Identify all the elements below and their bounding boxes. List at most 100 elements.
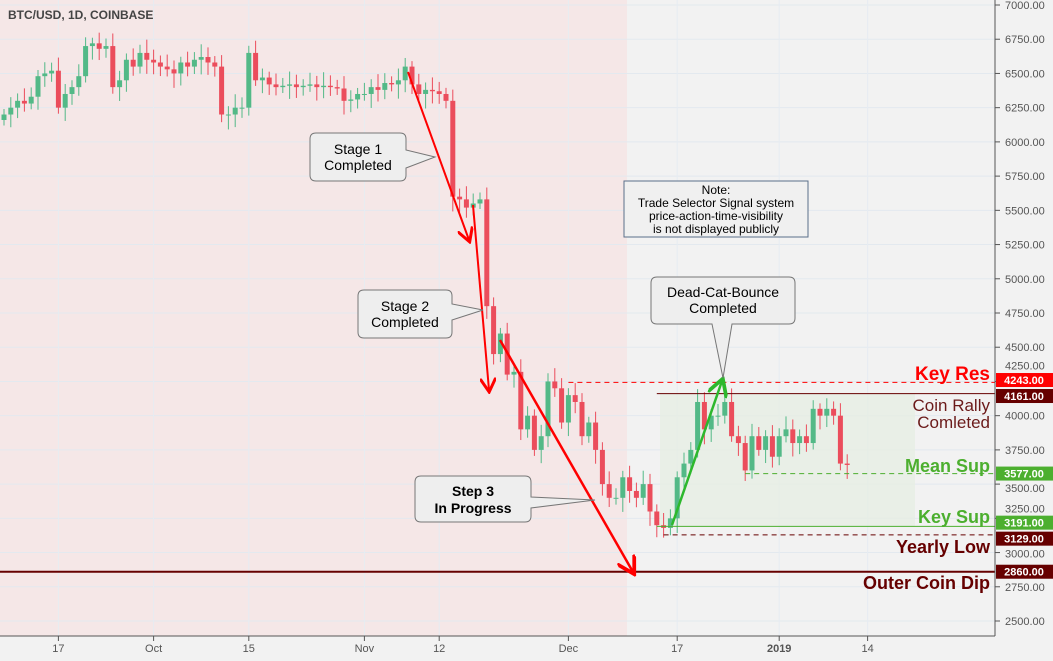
candle-body bbox=[55, 70, 61, 108]
svg-text:Trade Selector Signal system: Trade Selector Signal system bbox=[638, 196, 794, 210]
candle-body bbox=[287, 84, 293, 86]
x-tick-label: 17 bbox=[52, 643, 64, 655]
candle-body bbox=[389, 83, 395, 85]
candle-body bbox=[729, 401, 735, 437]
y-tick-label: 3250.00 bbox=[1005, 503, 1045, 515]
stage3-arrow bbox=[498, 339, 633, 572]
y-tick-label: 6000.00 bbox=[1005, 137, 1045, 149]
candle-body bbox=[831, 408, 837, 416]
y-tick-label: 5500.00 bbox=[1005, 205, 1045, 217]
candle-body bbox=[572, 395, 578, 402]
candle-body bbox=[1, 114, 7, 120]
candle-body bbox=[293, 84, 299, 88]
price-label-bg bbox=[996, 531, 1053, 546]
candle-body bbox=[83, 46, 89, 77]
candle-body bbox=[606, 484, 612, 498]
x-tick-label: 12 bbox=[433, 643, 445, 655]
stage1-arrow bbox=[407, 71, 469, 240]
svg-text:Stage 2: Stage 2 bbox=[381, 298, 429, 314]
candle-body bbox=[375, 87, 381, 90]
key-res-label: Key Res bbox=[915, 364, 990, 385]
candle-body bbox=[368, 87, 374, 94]
candle-body bbox=[790, 429, 796, 444]
outer-coin-dip-label: Outer Coin Dip bbox=[863, 573, 990, 593]
candle-body bbox=[266, 77, 272, 85]
candle-body bbox=[674, 477, 680, 519]
bounce-arrow bbox=[670, 381, 722, 526]
candle-body bbox=[722, 401, 728, 416]
price-label: 2860.00 bbox=[1004, 567, 1044, 579]
candle-body bbox=[144, 52, 150, 60]
svg-text:Completed: Completed bbox=[324, 157, 392, 173]
candle-body bbox=[538, 436, 544, 450]
candle-body bbox=[198, 57, 204, 60]
candle-body bbox=[21, 100, 27, 104]
candle-body bbox=[225, 114, 231, 116]
symbol-title: BTC/USD, 1D, COINBASE bbox=[8, 8, 153, 22]
candle-body bbox=[69, 87, 75, 94]
candle-body bbox=[307, 84, 313, 86]
history-shade bbox=[0, 0, 627, 636]
candle-body bbox=[749, 436, 755, 471]
candle-body bbox=[361, 93, 367, 95]
candle-body bbox=[280, 85, 286, 88]
y-tick-label: 2500.00 bbox=[1005, 616, 1045, 628]
candle-body bbox=[62, 93, 68, 108]
candle-body bbox=[797, 436, 803, 444]
level-labels: Key Res Coin Rally Comleted Mean Sup Key… bbox=[863, 364, 991, 593]
candle-body bbox=[450, 100, 456, 197]
x-tick-label: Nov bbox=[355, 643, 375, 655]
y-tick-label: 5750.00 bbox=[1005, 171, 1045, 183]
candle-body bbox=[246, 52, 252, 108]
candle-body bbox=[130, 59, 136, 67]
yearly-low-label: Yearly Low bbox=[896, 537, 991, 557]
candle-body bbox=[599, 449, 605, 485]
y-tick-label: 6750.00 bbox=[1005, 34, 1045, 46]
candle-body bbox=[783, 429, 789, 437]
candle-body bbox=[239, 107, 245, 109]
candle-body bbox=[742, 443, 748, 471]
candle-body bbox=[497, 333, 503, 355]
candle-body bbox=[117, 80, 123, 88]
candle-body bbox=[171, 69, 177, 74]
candle-body bbox=[49, 70, 55, 74]
candle-body bbox=[620, 477, 626, 498]
candle-body bbox=[824, 408, 830, 416]
candle-body bbox=[837, 415, 843, 464]
price-label: 4243.00 bbox=[1004, 375, 1044, 387]
candle-body bbox=[627, 477, 633, 491]
candle-body bbox=[259, 77, 265, 81]
candle-body bbox=[89, 43, 95, 47]
time-axis[interactable]: 17 Oct 15 Nov 12 Dec 17 2019 14 bbox=[52, 636, 874, 655]
candle-body bbox=[191, 59, 197, 67]
candle-body bbox=[185, 62, 191, 67]
candle-body bbox=[525, 415, 531, 430]
candle-body bbox=[708, 415, 714, 430]
candle-body bbox=[735, 436, 741, 444]
candle-body bbox=[382, 83, 388, 90]
candle-body bbox=[15, 100, 21, 108]
svg-text:Stage 1: Stage 1 bbox=[334, 141, 382, 157]
candle-body bbox=[416, 84, 422, 94]
candle-body bbox=[137, 52, 143, 67]
candle-body bbox=[402, 66, 408, 81]
candle-body bbox=[157, 62, 163, 67]
candle-body bbox=[355, 93, 361, 100]
candle-body bbox=[395, 80, 401, 85]
candle-body bbox=[545, 381, 551, 437]
y-tick-label: 5000.00 bbox=[1005, 274, 1045, 286]
candle-body bbox=[457, 196, 463, 200]
svg-text:Step 3: Step 3 bbox=[452, 483, 494, 499]
price-label: 3191.00 bbox=[1004, 518, 1044, 530]
y-tick-label: 4750.00 bbox=[1005, 308, 1045, 320]
price-axis[interactable]: 7000.00 6750.00 6500.00 6250.00 6000.00 5750.… bbox=[995, 0, 1053, 628]
svg-text:price-action-time-visibility: price-action-time-visibility bbox=[649, 209, 783, 223]
candle-body bbox=[463, 199, 469, 208]
candle-body bbox=[103, 46, 109, 49]
candle-body bbox=[552, 381, 558, 389]
candle-body bbox=[219, 66, 225, 115]
y-tick-label: 3000.00 bbox=[1005, 549, 1045, 561]
candle-body bbox=[164, 66, 170, 70]
candle-body bbox=[409, 66, 415, 85]
